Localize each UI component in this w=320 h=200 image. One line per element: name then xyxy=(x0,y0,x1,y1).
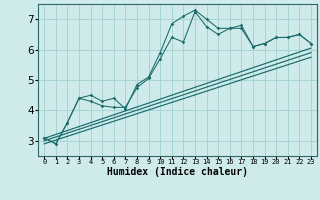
X-axis label: Humidex (Indice chaleur): Humidex (Indice chaleur) xyxy=(107,167,248,177)
